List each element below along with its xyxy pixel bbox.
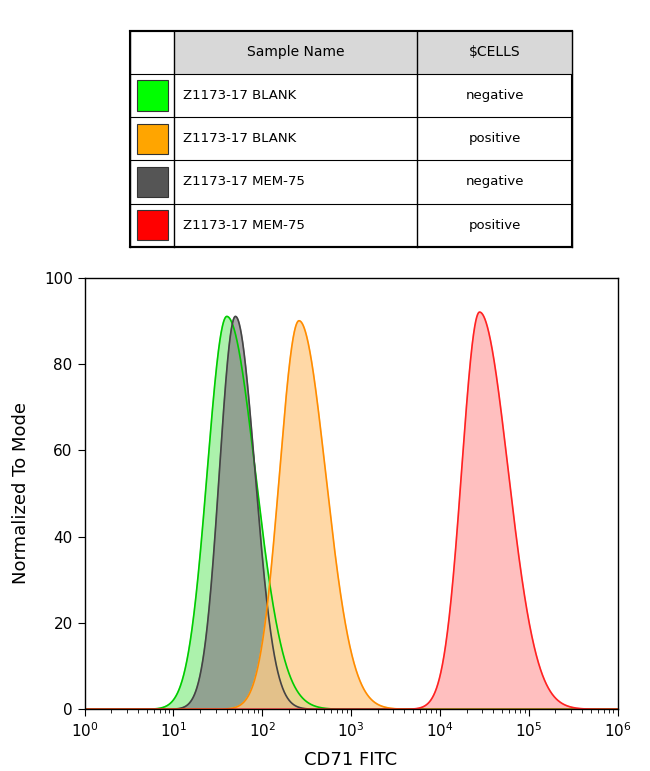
Polygon shape bbox=[84, 316, 618, 709]
Text: Z1173-17 MEM-75: Z1173-17 MEM-75 bbox=[183, 176, 305, 188]
Text: Z1173-17 BLANK: Z1173-17 BLANK bbox=[183, 89, 296, 102]
Text: Sample Name: Sample Name bbox=[247, 45, 344, 59]
Y-axis label: Normalized To Mode: Normalized To Mode bbox=[12, 402, 30, 584]
Polygon shape bbox=[84, 312, 618, 709]
Bar bbox=[136, 167, 168, 197]
Text: positive: positive bbox=[469, 219, 521, 231]
Text: Z1173-17 BLANK: Z1173-17 BLANK bbox=[183, 133, 296, 145]
Bar bbox=[136, 210, 168, 241]
Text: negative: negative bbox=[465, 89, 524, 102]
Text: $CELLS: $CELLS bbox=[469, 45, 521, 59]
Polygon shape bbox=[84, 316, 618, 709]
Bar bbox=[136, 123, 168, 154]
Polygon shape bbox=[84, 321, 618, 709]
Bar bbox=[417, 31, 572, 74]
Bar bbox=[174, 31, 417, 74]
X-axis label: CD71 FITC: CD71 FITC bbox=[304, 751, 398, 769]
Bar bbox=[136, 80, 168, 111]
Text: negative: negative bbox=[465, 176, 524, 188]
Text: Z1173-17 MEM-75: Z1173-17 MEM-75 bbox=[183, 219, 305, 231]
Text: positive: positive bbox=[469, 133, 521, 145]
